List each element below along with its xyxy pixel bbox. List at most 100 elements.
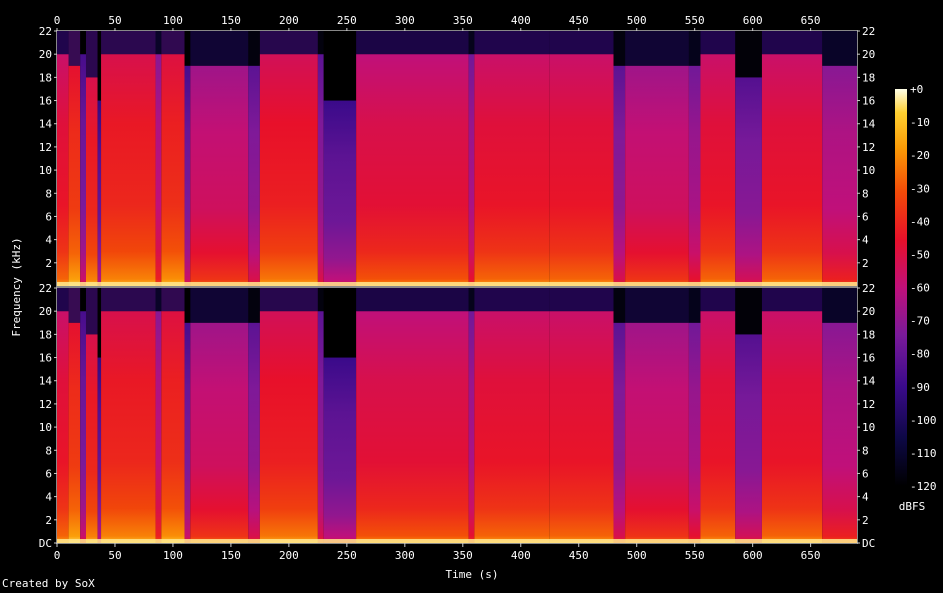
- y-tick-label-left: 10: [39, 421, 52, 434]
- colorbar-tick-label: -110: [910, 447, 937, 460]
- spectrum-segment: [688, 65, 701, 286]
- noise-band: [735, 31, 762, 78]
- spectrum-segment: [761, 54, 823, 286]
- x-tick-label-top: 450: [569, 14, 589, 27]
- spectrum-segment: [190, 322, 249, 543]
- lower-channel-plot: [57, 288, 857, 543]
- noise-band: [85, 31, 98, 78]
- axes: 0 0 50 50 100 100 150 150 200 200 250 250 300 300 350 3…: [39, 14, 876, 562]
- y-tick-label-left: 6: [45, 467, 52, 480]
- dc-band: [57, 539, 857, 543]
- colorbar-tick-label: -40: [910, 215, 930, 228]
- colorbar: +0 -10 -20 -30 -40 -50 -60 -70 -80 -90 -100 -110 -12…: [895, 83, 937, 493]
- noise-band: [613, 288, 626, 323]
- spectrum-segment: [735, 77, 762, 286]
- noise-band: [317, 288, 324, 312]
- spectrum-segment: [468, 311, 475, 543]
- y-tick-label-right: 2: [862, 257, 869, 270]
- noise-band: [248, 288, 260, 323]
- spectrum-segment: [356, 54, 469, 286]
- x-tick-label-bottom: 400: [511, 549, 531, 562]
- noise-band: [161, 288, 185, 312]
- noise-band: [190, 288, 249, 323]
- spectrum-segment: [613, 65, 626, 286]
- noise-band: [248, 31, 260, 66]
- colorbar-label: dBFS: [899, 500, 926, 513]
- x-tick-label-bottom: 550: [685, 549, 705, 562]
- y-tick-label-left: 18: [39, 328, 52, 341]
- y-tick-label-left: 4: [45, 491, 52, 504]
- y-tick-label-left: DC: [39, 537, 52, 550]
- noise-band: [735, 288, 762, 335]
- y-tick-label-left: 14: [39, 375, 53, 388]
- spectrum-segment: [700, 311, 736, 543]
- y-tick-label-right: 22: [862, 282, 875, 295]
- spectrum-segment: [317, 54, 324, 286]
- noise-band: [549, 288, 614, 312]
- spectrum-segment: [80, 311, 86, 543]
- y-tick-label-right: 16: [862, 352, 875, 365]
- noise-band: [184, 288, 191, 323]
- noise-band: [625, 288, 689, 323]
- colorbar-tick-label: +0: [910, 83, 923, 96]
- colorbar-tick-label: -90: [910, 381, 930, 394]
- spectrum-segment: [323, 100, 357, 286]
- noise-band: [155, 288, 162, 312]
- spectrum-segment: [248, 322, 260, 543]
- spectrum-segment: [68, 65, 81, 286]
- y-tick-label-right: 18: [862, 328, 875, 341]
- x-tick-label-bottom: 300: [395, 549, 415, 562]
- y-tick-label-right: 6: [862, 210, 869, 223]
- noise-band: [101, 31, 156, 55]
- y-tick-label-left: 8: [45, 444, 52, 457]
- x-tick-label-bottom: 100: [163, 549, 183, 562]
- x-tick-label-top: 250: [337, 14, 357, 27]
- y-tick-label-right: 4: [862, 491, 869, 504]
- colorbar-tick-label: -20: [910, 149, 930, 162]
- noise-band: [700, 288, 736, 312]
- spectrum-segment: [259, 54, 318, 286]
- spectrum-segment: [688, 322, 701, 543]
- created-by-credit: Created by SoX: [2, 577, 95, 590]
- y-tick-label-left: 16: [39, 352, 52, 365]
- x-tick-label-bottom: 600: [743, 549, 763, 562]
- noise-band: [155, 31, 162, 55]
- x-tick-label-bottom: 50: [108, 549, 121, 562]
- noise-band: [761, 31, 823, 55]
- spectrum-segment: [761, 311, 823, 543]
- noise-band: [625, 31, 689, 66]
- spectrum-segment: [85, 77, 98, 286]
- y-tick-label-right: 12: [862, 141, 875, 154]
- y-tick-label-right: 18: [862, 71, 875, 84]
- spectrum-segment: [57, 54, 69, 286]
- dc-band: [57, 282, 857, 286]
- spectrum-segment: [85, 334, 98, 543]
- x-tick-label-top: 600: [743, 14, 763, 27]
- colorbar-tick-label: -100: [910, 414, 937, 427]
- spectrum-segment: [80, 54, 86, 286]
- x-tick-label-top: 300: [395, 14, 415, 27]
- noise-band: [468, 31, 475, 55]
- spectrum-segment: [625, 322, 689, 543]
- spectrum-segment: [155, 54, 162, 286]
- noise-band: [161, 31, 185, 55]
- x-tick-label-bottom: 200: [279, 549, 299, 562]
- colorbar-tick-label: -70: [910, 315, 930, 328]
- y-tick-label-left: 2: [45, 514, 52, 527]
- spectrum-segment: [161, 311, 185, 543]
- y-tick-label-right: 10: [862, 421, 875, 434]
- spectrum-segment: [323, 357, 357, 543]
- y-tick-label-right: 4: [862, 234, 869, 247]
- noise-band: [68, 31, 81, 66]
- noise-band: [474, 288, 550, 312]
- noise-band: [761, 288, 823, 312]
- noise-band: [57, 31, 69, 55]
- colorbar-tick-label: -80: [910, 348, 930, 361]
- noise-band: [85, 288, 98, 335]
- y-tick-label-right: 16: [862, 95, 875, 108]
- noise-band: [323, 31, 357, 101]
- noise-band: [68, 288, 81, 323]
- y-tick-label-left: 12: [39, 141, 52, 154]
- noise-band: [259, 31, 318, 55]
- spectrum-segment: [184, 322, 191, 543]
